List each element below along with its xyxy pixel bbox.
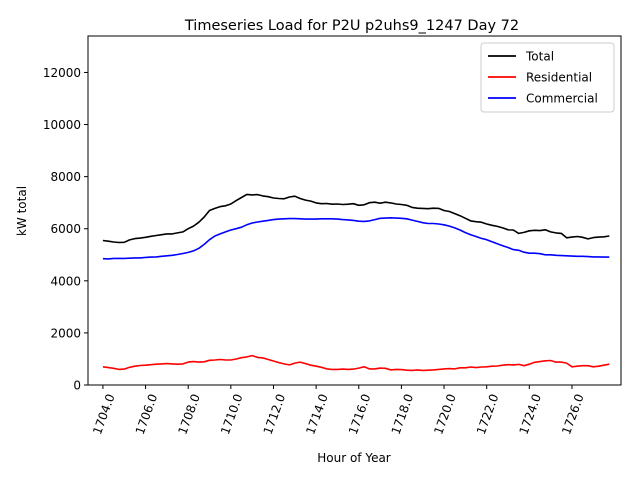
y-tick-label: 8000 <box>50 170 81 184</box>
y-tick-label: 10000 <box>43 118 81 132</box>
y-axis-label: kW total <box>15 186 29 236</box>
legend-label-total: Total <box>525 50 554 64</box>
legend-label-commercial: Commercial <box>526 92 598 106</box>
legend-label-residential: Residential <box>526 71 592 85</box>
y-tick-label: 0 <box>73 379 81 393</box>
y-tick-label: 12000 <box>43 66 81 80</box>
series-line-residential <box>102 354 610 372</box>
legend: Total Residential Commercial <box>480 42 615 113</box>
series-layer <box>102 193 610 372</box>
x-axis-label: Hour of Year <box>317 451 391 465</box>
y-tick-label: 6000 <box>50 222 81 236</box>
y-tick-label: 4000 <box>50 274 81 288</box>
series-line-total <box>102 193 610 244</box>
series-line-commercial <box>102 217 610 260</box>
plot-frame <box>87 35 622 386</box>
legend-frame <box>480 42 615 113</box>
chart-title: Timeseries Load for P2U p2uhs9_1247 Day … <box>184 18 519 34</box>
y-tick-label: 2000 <box>50 326 81 340</box>
y-axis-ticks: 0 2000 4000 6000 8000 10000 12000 <box>43 66 88 393</box>
